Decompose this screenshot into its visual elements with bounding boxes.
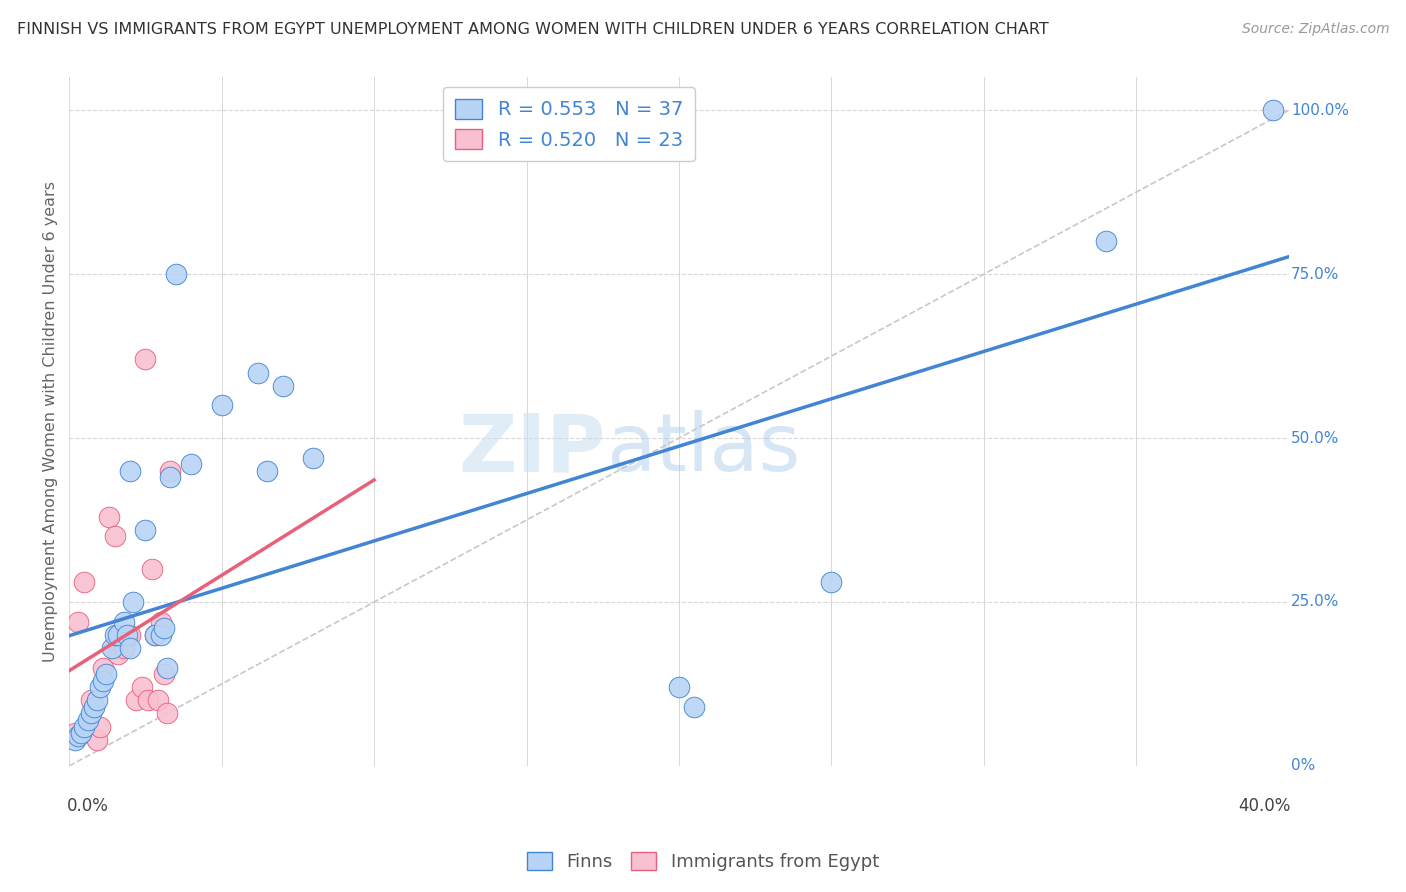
Point [67,730,90,744]
Point [70,726,93,740]
Point [149,628,172,642]
Point [141,562,163,576]
Point [152,667,174,681]
Text: 50.0%: 50.0% [1291,431,1340,446]
Point [683,699,706,714]
Point [94,667,117,681]
Text: 0.0%: 0.0% [67,797,108,814]
Point [115,628,138,642]
Point [125,693,148,707]
Text: 75.0%: 75.0% [1291,267,1340,282]
Legend: R = 0.553   N = 37, R = 0.520   N = 23: R = 0.553 N = 37, R = 0.520 N = 23 [443,87,695,161]
Point [1263,103,1285,118]
Point [104,529,127,543]
Text: ZIP: ZIP [458,410,606,488]
Point [256,464,278,478]
Point [271,378,294,392]
Point [149,615,172,629]
Point [820,575,842,590]
Point [302,450,325,465]
Point [668,680,690,694]
Point [79,693,101,707]
Point [67,615,90,629]
Point [112,640,135,655]
Point [159,470,181,484]
Point [107,648,129,662]
Y-axis label: Unemployment Among Women with Children Under 6 years: Unemployment Among Women with Children U… [44,181,58,662]
Point [180,458,202,472]
Point [86,693,108,707]
Point [156,660,179,674]
Point [165,267,187,281]
Text: atlas: atlas [606,410,800,488]
Point [131,680,153,694]
Point [146,693,169,707]
Point [107,628,129,642]
Point [211,398,233,412]
Point [112,615,135,629]
Point [91,673,114,688]
Point [120,464,142,478]
Point [104,628,127,642]
Point [134,352,156,367]
Point [143,628,166,642]
Text: 25.0%: 25.0% [1291,594,1340,609]
Point [152,621,174,635]
Point [76,713,98,727]
Point [156,706,179,721]
Point [120,628,142,642]
Text: Source: ZipAtlas.com: Source: ZipAtlas.com [1241,22,1389,37]
Text: 0%: 0% [1291,758,1316,773]
Point [134,523,156,537]
Point [89,680,111,694]
Point [1094,235,1116,249]
Text: FINNISH VS IMMIGRANTS FROM EGYPT UNEMPLOYMENT AMONG WOMEN WITH CHILDREN UNDER 6 : FINNISH VS IMMIGRANTS FROM EGYPT UNEMPLO… [17,22,1049,37]
Point [97,509,120,524]
Point [101,640,124,655]
Point [65,726,87,740]
Point [91,660,114,674]
Point [73,575,96,590]
Point [73,720,96,734]
Point [79,706,101,721]
Point [122,595,145,609]
Point [83,699,105,714]
Point [89,720,111,734]
Point [159,464,181,478]
Point [65,732,87,747]
Point [120,640,142,655]
Point [138,693,160,707]
Text: 40.0%: 40.0% [1239,797,1291,814]
Point [247,366,270,380]
Point [86,732,108,747]
Point [143,628,166,642]
Text: 100.0%: 100.0% [1291,103,1350,118]
Legend: Finns, Immigrants from Egypt: Finns, Immigrants from Egypt [520,845,886,879]
